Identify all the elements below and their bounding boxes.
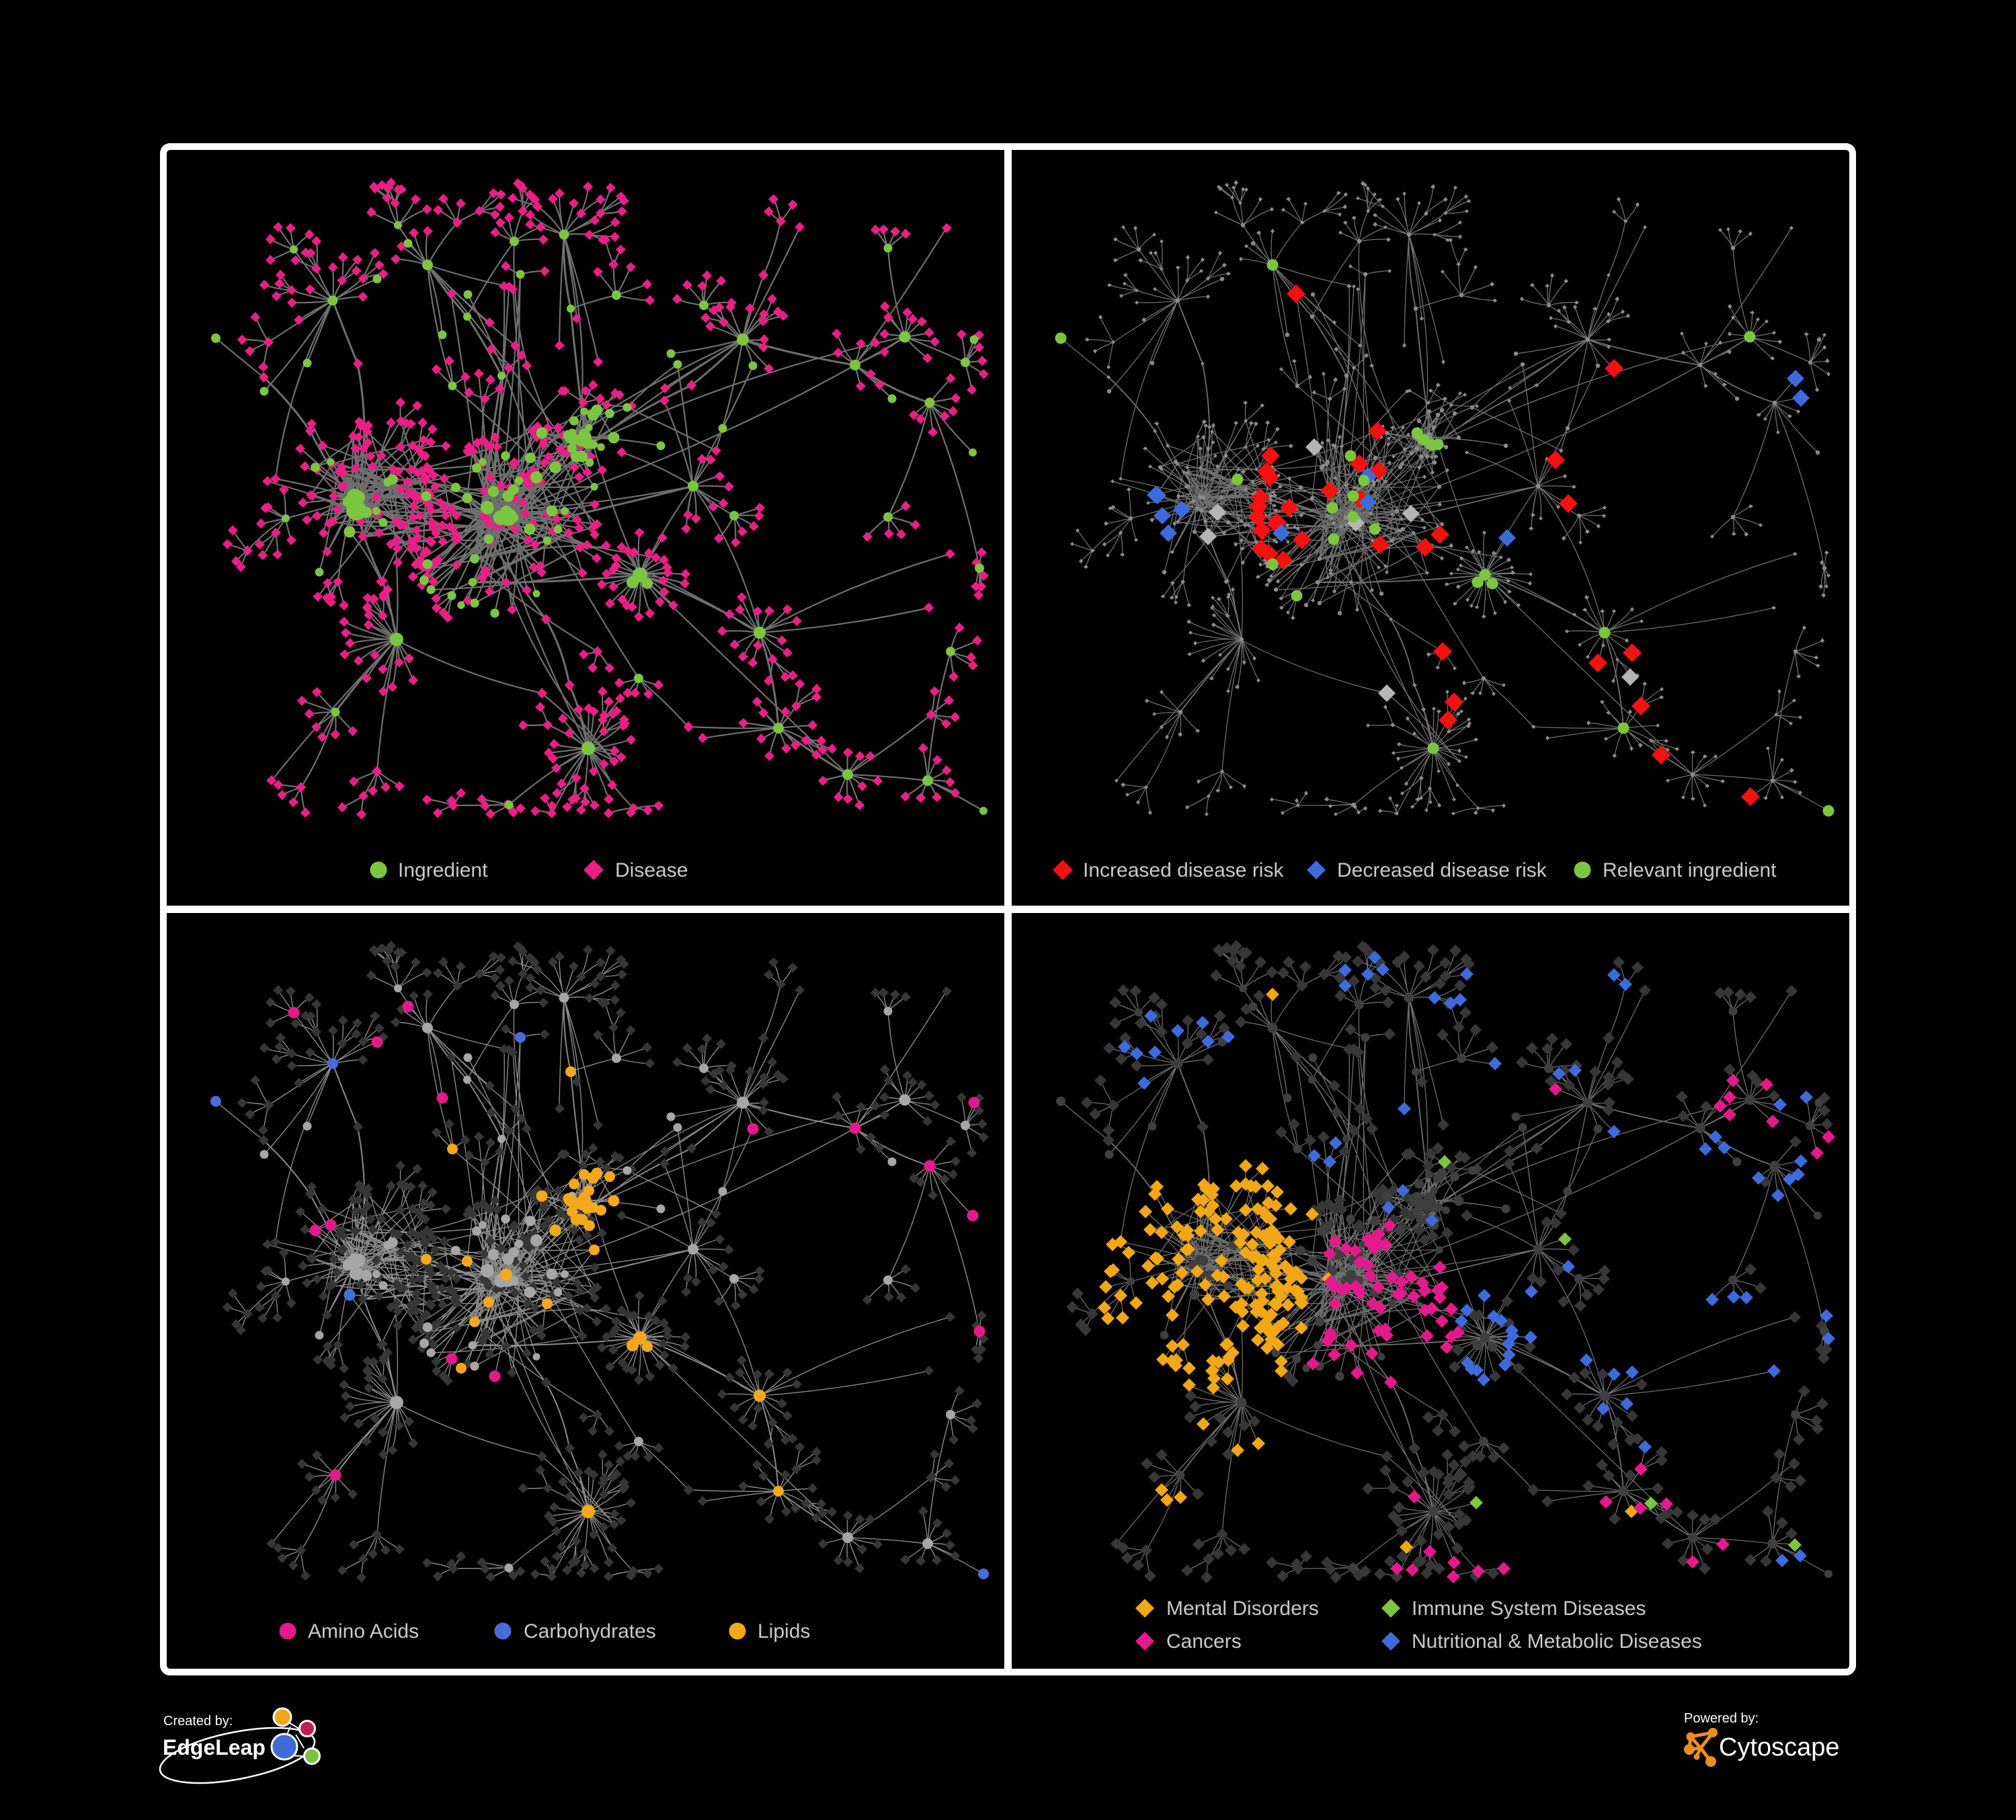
svg-text:Increased disease risk: Increased disease risk [1083,859,1284,881]
svg-text:Disease: Disease [615,859,688,881]
svg-text:Immune System Diseases: Immune System Diseases [1412,1597,1646,1620]
svg-text:Relevant ingredient: Relevant ingredient [1603,859,1777,881]
svg-text:Mental Disorders: Mental Disorders [1166,1597,1319,1620]
svg-text:Ingredient: Ingredient [398,859,488,881]
svg-text:Cytoscape: Cytoscape [1719,1733,1840,1762]
svg-text:EdgeLeap: EdgeLeap [163,1735,266,1759]
svg-text:Nutritional & Metabolic Diseas: Nutritional & Metabolic Diseases [1412,1630,1702,1653]
svg-text:Cancers: Cancers [1166,1630,1242,1653]
svg-text:Amino Acids: Amino Acids [308,1620,419,1643]
svg-text:Carbohydrates: Carbohydrates [524,1620,656,1643]
svg-text:Decreased disease risk: Decreased disease risk [1337,859,1547,881]
svg-text:Created by:: Created by: [163,1714,233,1729]
svg-text:Lipids: Lipids [758,1620,810,1643]
svg-text:Powered by:: Powered by: [1684,1711,1759,1726]
